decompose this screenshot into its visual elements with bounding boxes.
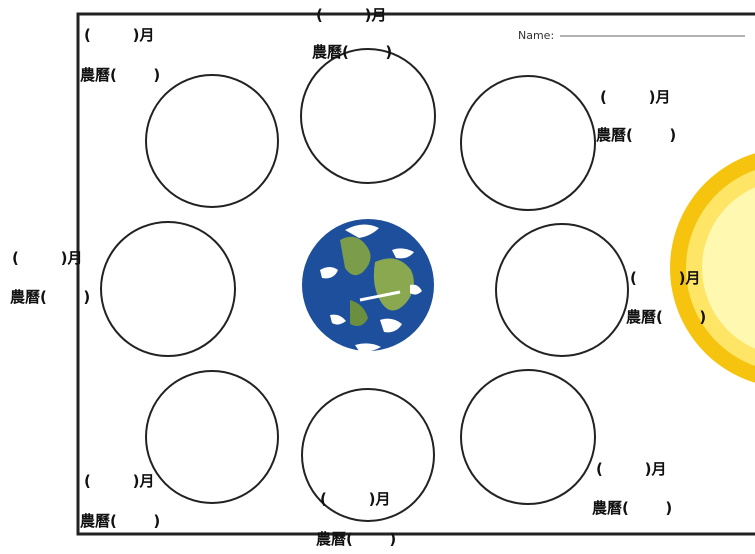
moon-phase-circle-5[interactable] <box>495 223 629 357</box>
lunar-label-7[interactable]: 農曆( ) <box>316 530 397 548</box>
moon-phase-circle-3[interactable] <box>460 75 596 211</box>
month-label-4[interactable]: ( )月 <box>12 249 83 267</box>
lunar-label-6[interactable]: 農曆( ) <box>80 512 161 530</box>
month-label-7[interactable]: ( )月 <box>320 490 391 508</box>
moon-phase-circle-1[interactable] <box>145 74 279 208</box>
moon-phase-circle-4[interactable] <box>100 221 236 357</box>
month-label-5[interactable]: ( )月 <box>630 269 701 287</box>
moon-phase-circle-2[interactable] <box>300 48 436 184</box>
moon-phase-circle-6[interactable] <box>145 370 279 504</box>
lunar-label-5[interactable]: 農曆( ) <box>626 308 707 326</box>
month-label-2[interactable]: ( )月 <box>316 6 387 24</box>
month-label-3[interactable]: ( )月 <box>600 88 671 106</box>
lunar-label-2[interactable]: 農曆( ) <box>312 43 393 61</box>
earth-icon <box>302 219 434 352</box>
month-label-1[interactable]: ( )月 <box>84 26 155 44</box>
worksheet-frame <box>76 12 755 536</box>
lunar-label-3[interactable]: 農曆( ) <box>596 126 677 144</box>
month-label-8[interactable]: ( )月 <box>596 460 667 478</box>
lunar-label-8[interactable]: 農曆( ) <box>592 499 673 517</box>
name-label: Name: <box>518 29 555 42</box>
lunar-label-1[interactable]: 農曆( ) <box>80 66 161 84</box>
moon-phase-circle-8[interactable] <box>460 369 596 505</box>
month-label-6[interactable]: ( )月 <box>84 472 155 490</box>
sun-icon <box>670 153 755 383</box>
lunar-label-4[interactable]: 農曆( ) <box>10 288 91 306</box>
moon-phase-circle-7[interactable] <box>301 388 435 522</box>
